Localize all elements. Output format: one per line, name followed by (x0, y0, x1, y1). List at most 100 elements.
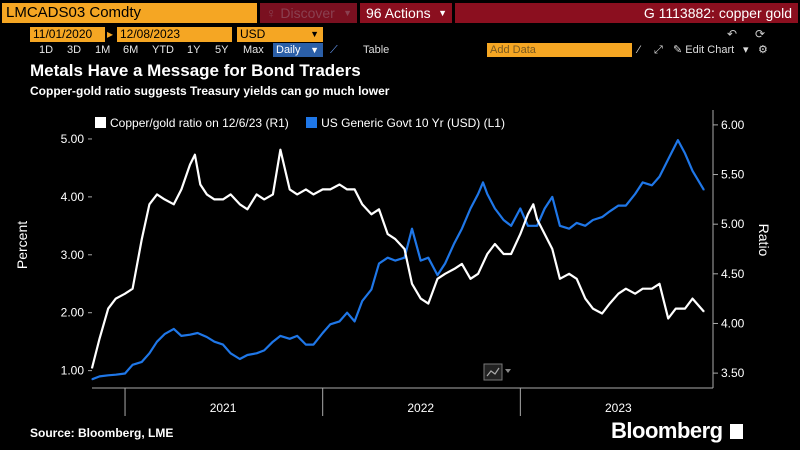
yield-point (107, 374, 110, 377)
range-1m-button[interactable]: 1M (95, 44, 111, 56)
yield-point (575, 222, 578, 224)
copper-gold-point (321, 188, 324, 191)
copper-gold-point (222, 198, 224, 201)
legend-item-copper-gold: Copper/gold ratio on 12/6/23 (R1) (95, 113, 289, 133)
yield-point (502, 219, 505, 221)
copper-gold-point (378, 208, 380, 211)
right-tick-label: 5.00 (721, 217, 745, 231)
range-1y-button[interactable]: 1Y (187, 44, 201, 56)
frequency-select[interactable]: Daily ▼ (273, 43, 323, 57)
yield-point (353, 320, 356, 323)
copper-gold-point (494, 243, 496, 245)
range-3d-button[interactable]: 3D (67, 44, 82, 56)
yield-point (272, 340, 274, 343)
discover-label: Discover (280, 5, 335, 21)
yield-point (321, 332, 324, 334)
mini-line-icon (486, 367, 500, 377)
draw-icon[interactable]: ⤢ (654, 44, 663, 56)
yield-point (141, 361, 143, 363)
copper-gold-point (477, 273, 479, 275)
yield-point (651, 184, 653, 187)
discover-button[interactable]: ♀ Discover ▼ (260, 3, 357, 23)
range-1d-button[interactable]: 1D (39, 44, 54, 56)
copper-gold-point (91, 367, 93, 369)
yield-point (180, 335, 183, 337)
copper-gold-point (199, 183, 202, 186)
yield-point (263, 349, 266, 352)
range-ytd-button[interactable]: YTD (152, 44, 174, 56)
copper-gold-point (263, 198, 266, 201)
actions-button[interactable]: 96 Actions ▼ (360, 3, 452, 23)
chevron-down-icon: ▼ (310, 45, 319, 55)
source-note: Source: Bloomberg, LME (30, 426, 174, 440)
annotate-icon[interactable]: ⁄ (638, 44, 640, 56)
yield-point (288, 337, 291, 340)
yield-point (608, 210, 611, 213)
copper-gold-point (107, 307, 110, 310)
settings-icon[interactable]: ⚙ (758, 44, 768, 56)
add-data-input[interactable]: Add Data (487, 43, 632, 57)
yield-point (559, 225, 561, 227)
copper-gold-point (625, 287, 627, 290)
undo-icon[interactable]: ↶ (727, 27, 738, 41)
range-max-button[interactable]: Max (243, 44, 264, 56)
yield-point (196, 332, 199, 334)
copper-gold-point (444, 273, 446, 275)
end-date-field[interactable]: 12/08/2023 (117, 27, 232, 42)
copper-gold-point (329, 188, 332, 191)
yield-point (536, 225, 538, 227)
right-tick-label: 6.00 (721, 118, 745, 132)
copper-gold-point (279, 148, 282, 151)
edit-chart-button[interactable]: ✎ Edit Chart (673, 43, 734, 57)
more-icon[interactable]: ▾ (743, 44, 749, 56)
range-row: 1D 3D 1M 6M YTD 1Y 5Y Max Daily ▼ ⟋ Tabl… (0, 43, 800, 57)
range-6m-button[interactable]: 6M (123, 44, 139, 56)
yield-point (338, 320, 341, 323)
left-tick-label: 3.00 (61, 248, 85, 262)
right-tick-label: 4.50 (721, 267, 745, 281)
yield-point (691, 170, 694, 172)
copper-gold-point (453, 268, 456, 270)
currency-select[interactable]: USD ▼ (237, 27, 323, 42)
copper-gold-point (427, 302, 430, 305)
left-tick-label: 1.00 (61, 364, 85, 378)
copper-gold-point (239, 203, 241, 206)
range-5y-button[interactable]: 5Y (215, 44, 229, 56)
copper-gold-point (255, 193, 258, 196)
legend-item-yield: US Generic Govt 10 Yr (USD) (L1) (306, 113, 505, 133)
wrench-icon: ✎ (673, 44, 683, 56)
copper-gold-point (608, 302, 611, 305)
x-tick-label: 2021 (210, 401, 237, 415)
yield-point (131, 364, 134, 366)
copper-gold-point (536, 218, 538, 221)
yield-point (543, 207, 546, 210)
copper-gold-point (141, 238, 143, 240)
chevron-down-icon: ▼ (438, 8, 447, 18)
x-tick-label: 2023 (605, 401, 632, 415)
yield-point (677, 139, 679, 141)
copper-gold-point (601, 312, 603, 315)
copper-gold-point (229, 193, 232, 196)
copper-gold-point (551, 248, 554, 250)
x-tick-label: 2022 (407, 401, 434, 415)
line-chart-icon[interactable]: ⟋ (330, 44, 338, 56)
yield-point (641, 181, 644, 184)
copper-gold-point (394, 238, 397, 240)
yield-point (329, 323, 332, 326)
legend-swatch-blue (306, 117, 318, 128)
yield-point (519, 207, 522, 210)
copper-gold-point (296, 193, 299, 196)
ticker-field[interactable]: LMCADS03 Comdty (2, 3, 257, 23)
yield-point (551, 196, 554, 198)
copper-gold-point (98, 337, 101, 340)
yield-point (658, 175, 661, 178)
chevron-down-icon[interactable] (505, 369, 511, 373)
yield-series-line (91, 139, 705, 381)
yield-point (625, 204, 627, 207)
copper-gold-point (419, 297, 422, 300)
right-tick-label: 5.50 (721, 168, 745, 182)
start-date-field[interactable]: 11/01/2020 (30, 27, 105, 42)
table-button[interactable]: Table (363, 44, 390, 56)
yield-point (172, 328, 175, 330)
refresh-icon[interactable]: ⟳ (755, 27, 766, 41)
